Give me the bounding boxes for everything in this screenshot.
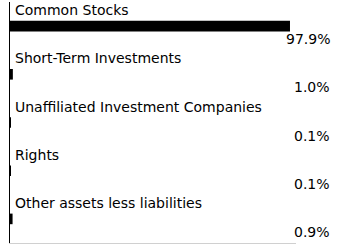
svg-text:Rights: Rights bbox=[15, 147, 59, 163]
svg-text:97.9%: 97.9% bbox=[286, 31, 330, 47]
svg-text:0.1%: 0.1% bbox=[294, 176, 330, 192]
svg-text:Unaffiliated Investment Compan: Unaffiliated Investment Companies bbox=[15, 99, 262, 115]
svg-text:0.1%: 0.1% bbox=[294, 128, 330, 144]
svg-text:Other assets less liabilities: Other assets less liabilities bbox=[15, 195, 202, 211]
svg-text:0.9%: 0.9% bbox=[294, 224, 330, 240]
svg-text:Short-Term Investments: Short-Term Investments bbox=[15, 50, 181, 66]
svg-text:Common Stocks: Common Stocks bbox=[15, 2, 129, 18]
svg-text:1.0%: 1.0% bbox=[294, 79, 330, 95]
